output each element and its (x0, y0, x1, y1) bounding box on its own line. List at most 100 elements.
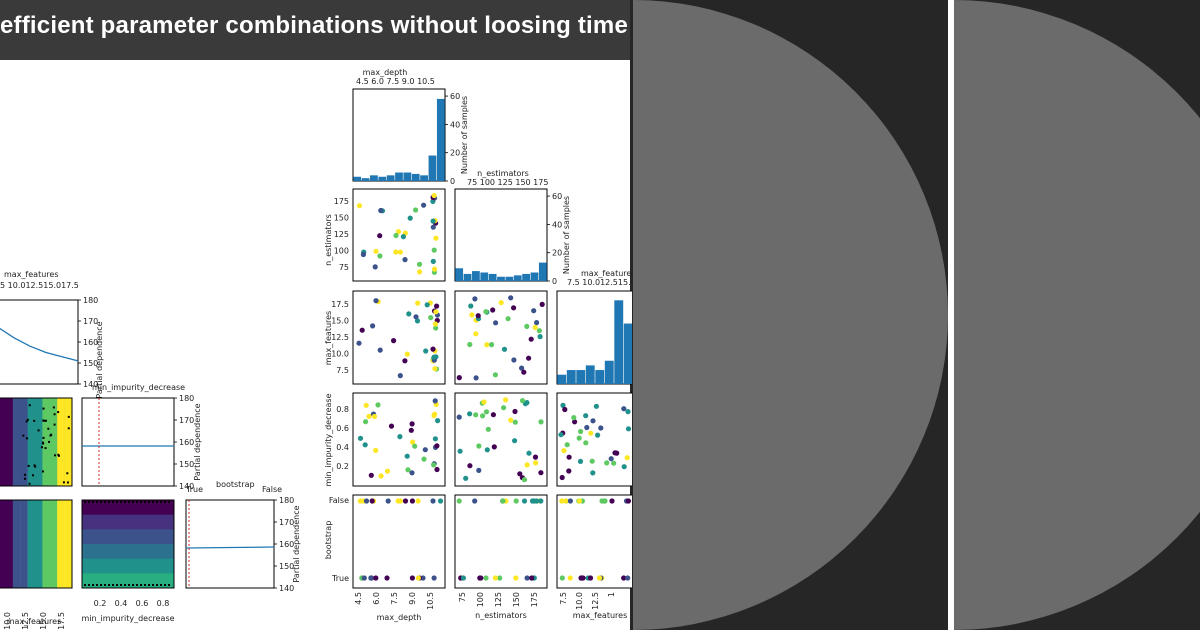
scatter-point (558, 432, 564, 438)
ytick-label: 150 (334, 214, 349, 223)
scatter-point (572, 419, 578, 425)
pairplot: max_depth 4.5 6.0 7.5 9.0 10.5 0 20 40 60 N… (324, 68, 632, 622)
scatter-point (505, 316, 511, 322)
scatter-point (485, 426, 491, 432)
scatter-point (409, 421, 415, 427)
scatter-point (405, 467, 411, 473)
scatter-point (360, 251, 366, 258)
scatter-point (428, 315, 434, 321)
heatmap-cell (0, 398, 6, 486)
scatter-point (576, 435, 582, 441)
ytick-label: 0 (450, 177, 455, 186)
heatmap-sample-dot (124, 584, 126, 586)
scatter-point (375, 402, 381, 408)
hist-bar (623, 323, 632, 384)
bootstrap-top-false: False (262, 485, 282, 494)
scatter-point (625, 498, 632, 504)
heatmap-sample-dot (96, 501, 98, 503)
heatmap-band (82, 529, 174, 545)
ytick-label: 60 (450, 92, 460, 101)
heatmap-sample-dot (160, 501, 162, 503)
scatter-point (432, 411, 438, 417)
scatter-point (519, 365, 525, 371)
hist-bar (566, 370, 576, 384)
heatmap-cell (27, 500, 36, 588)
scatter-point (490, 412, 496, 418)
hist-bar (488, 273, 497, 281)
heatmap-cell (20, 398, 28, 486)
scatter-point (393, 249, 399, 255)
ytick-label: 150 (279, 562, 294, 571)
scatter-point (614, 450, 620, 456)
ytick-label: True (331, 574, 349, 583)
scatter-point (492, 372, 498, 378)
heatmap-sample-dot (92, 584, 94, 586)
hist-bar (436, 98, 445, 181)
scatter-point (431, 462, 437, 468)
heatmap-3 (82, 500, 174, 589)
scatter-point (404, 351, 410, 357)
scatter-frame (454, 392, 548, 487)
scatter-point (377, 253, 383, 259)
xtick-label: 10.0 (575, 592, 584, 610)
scatter-point (432, 266, 438, 272)
scatter-point (472, 498, 478, 504)
ytick-label: 17.5 (331, 300, 349, 309)
ytick-label: 170 (179, 416, 194, 425)
scatter-point (476, 443, 482, 449)
ytick-label: 12.5 (331, 333, 349, 342)
xtick-label: 1 (607, 592, 616, 597)
heatmap-sample-dot (42, 436, 45, 439)
ytick-label: 170 (279, 518, 294, 527)
left-pd-series-line (0, 327, 79, 362)
scatter-point (457, 448, 463, 454)
heatmap-cell (35, 398, 43, 486)
bootstrap-pd-ylabel: Partial dependence (292, 505, 301, 582)
heatmap-sample-dot (140, 501, 142, 503)
heatmap-sample-dot (108, 501, 110, 503)
scatter-point (415, 575, 421, 581)
scatter-point (598, 425, 604, 431)
heatmap-sample-dot (156, 501, 158, 503)
scatter-point (397, 249, 403, 255)
heatmap-sample-dot (50, 433, 53, 436)
scatter-point (463, 475, 469, 481)
heatmap-sample-dot (84, 584, 86, 586)
ytick-label: 0.8 (336, 405, 349, 414)
scatter-point (521, 477, 528, 483)
scatter-point (409, 575, 415, 581)
scatter-point (483, 575, 489, 581)
scatter-point (432, 436, 438, 442)
heatmap-sample-dot (128, 501, 130, 503)
scatter-point (430, 346, 436, 352)
hist-max-features-bars (557, 300, 632, 384)
xtick-label: 12.5 (591, 592, 600, 610)
hist-bar (522, 273, 530, 281)
xlabel-n-estimators: n_estimators (475, 611, 527, 620)
scatter-point (537, 334, 543, 340)
scatter-point (531, 498, 537, 504)
scatter-point (356, 340, 362, 346)
scatter-point (513, 498, 519, 504)
scatter-point (407, 215, 413, 221)
xtick-label: 10.0 (3, 612, 12, 630)
hist-bar (420, 175, 428, 181)
scatter-point (432, 321, 438, 327)
scatter-point (517, 471, 523, 477)
scatter-point (467, 463, 473, 469)
ylabel-n-estimators: n_estimators (324, 214, 333, 266)
heatmap-sample-dot (100, 501, 102, 503)
scatter-point (524, 323, 530, 329)
scatter-point (395, 229, 402, 235)
heatmap-sample-dot (44, 419, 47, 422)
scatter-points (356, 192, 632, 581)
heatmap-xlabel-min-impurity: min_impurity_decrease (81, 614, 174, 623)
scatter-point (472, 296, 478, 302)
heatmap-sample-dot (144, 584, 146, 586)
scatter-point (526, 355, 532, 361)
scatter-point (430, 258, 436, 264)
ytick-label: 100 (334, 247, 349, 256)
heatmap-sample-dot (132, 584, 134, 586)
left-pd-panel: 140 150 160 170 180 5 10.012.515.017.5 max_f… (0, 270, 104, 399)
ytick-label: 175 (334, 197, 349, 206)
